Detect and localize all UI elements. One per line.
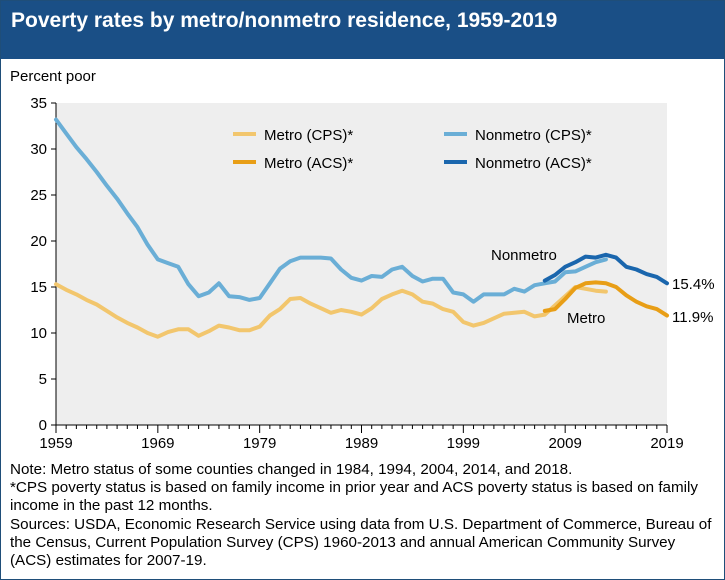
legend-label-metro-acs: Metro (ACS)* — [264, 155, 353, 172]
series-line-metro-acs — [542, 280, 669, 318]
end-value-metro: 11.9% — [672, 309, 713, 326]
y-tick-label: 30 — [30, 141, 47, 158]
x-tick-label: 2009 — [548, 435, 581, 452]
x-tick-label: 1969 — [141, 435, 174, 452]
y-tick-label: 5 — [39, 371, 47, 388]
y-axis-title: Percent poor — [10, 68, 96, 85]
annotation-metro: Metro — [567, 310, 605, 327]
legend-label-nonmetro-cps: Nonmetro (CPS)* — [475, 127, 592, 144]
series-line-nonmetro-cps — [54, 117, 608, 304]
chart-title: Poverty rates by metro/nonmetro residenc… — [11, 9, 558, 32]
y-tick-label: 20 — [30, 233, 47, 250]
series-line-metro-cps — [54, 282, 608, 339]
legend: Metro (CPS)* Metro (ACS)* Nonmetro (CPS)… — [233, 127, 592, 172]
x-tick-label: 1999 — [447, 435, 480, 452]
note-footnote: *CPS poverty status is based on family i… — [10, 479, 698, 515]
chart-notes: Note: Metro status of some counties chan… — [10, 461, 715, 570]
series-lines — [54, 117, 669, 339]
note-line: Note: Metro status of some counties chan… — [10, 461, 573, 478]
title-bar: Poverty rates by metro/nonmetro residenc… — [1, 1, 724, 59]
end-value-nonmetro: 15.4% — [672, 276, 715, 293]
y-tick-label: 10 — [30, 325, 47, 342]
line-chart: Percent poor 0 5 10 15 20 25 30 35 1959 1969 1979… — [10, 68, 715, 452]
y-tick-label: 35 — [30, 95, 47, 112]
x-tick-label: 1989 — [345, 435, 378, 452]
series-line-nonmetro-acs — [542, 252, 669, 286]
x-tick-label: 1979 — [243, 435, 276, 452]
y-tick-label: 0 — [39, 417, 47, 434]
x-tick-label: 2019 — [650, 435, 683, 452]
y-axis: 0 5 10 15 20 25 30 35 — [30, 95, 57, 434]
legend-label-nonmetro-acs: Nonmetro (ACS)* — [475, 155, 592, 172]
legend-label-metro-cps: Metro (CPS)* — [264, 127, 353, 144]
plot-area — [56, 103, 667, 425]
y-tick-label: 15 — [30, 279, 47, 296]
x-tick-label: 1959 — [39, 435, 72, 452]
y-tick-label: 25 — [30, 187, 47, 204]
annotation-nonmetro: Nonmetro — [491, 247, 557, 264]
note-sources: Sources: USDA, Economic Research Service… — [10, 515, 712, 570]
x-axis: 1959 1969 1979 1989 1999 2009 2019 — [39, 424, 684, 452]
